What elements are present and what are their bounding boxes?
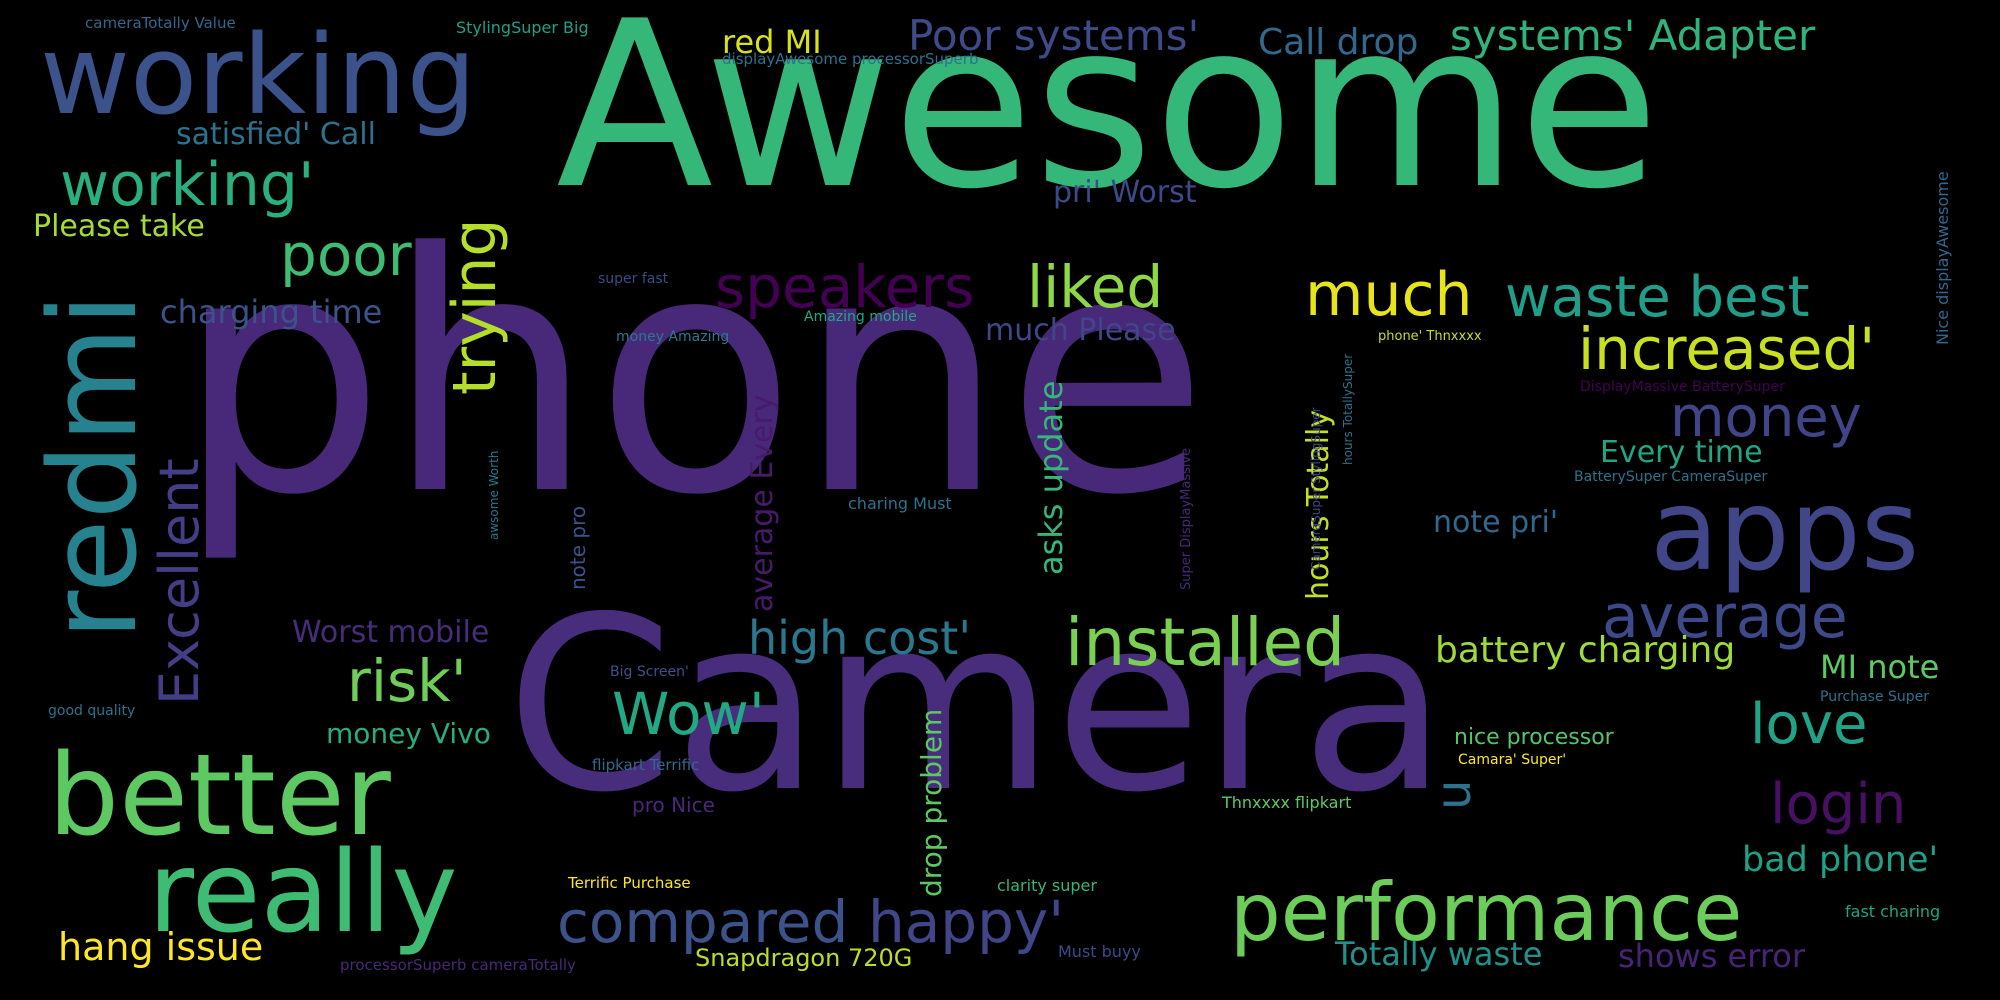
word-satisfied-call: satisfied' Call [176,117,376,152]
word-working: working [40,11,477,139]
word-hang-issue: hang issue [58,925,264,969]
word-processorsuperb-cameratotally: processorSuperb cameraTotally [340,956,576,974]
word-stylingsuper-big: StylingSuper Big [456,18,589,37]
word-camera: Camera [506,565,1448,845]
word-charing-must: charing Must [848,494,952,513]
word-cameratotally-value: cameraTotally Value [85,14,236,32]
word-purchase-super: Purchase Super [1820,689,1930,705]
word-money-vivo: money Vivo [326,717,491,750]
word-flipkart-terrific: flipkart Terrific [592,756,700,774]
word-note-pro: note pro [566,505,590,590]
word-excellent: Excellent [148,458,211,705]
word-clarity-super: clarity super [997,876,1097,895]
word-thnxxxx-flipkart: Thnxxxx flipkart [1222,793,1352,812]
word-happy: happy' [868,888,1065,956]
word-battery-charging: battery charging [1435,630,1736,671]
word-poor: poor [280,221,412,289]
word-hours-totallysuper: hours TotallySuper [1341,353,1355,465]
word-charging-time: charging time [160,293,383,331]
word-much: much [1305,260,1473,330]
word-login: login [1770,772,1907,837]
word-compared: compared [557,888,849,956]
word-call-drop: Call drop [1258,22,1419,63]
word-terrific-purchase: Terrific Purchase [568,874,691,892]
word-amazing-mobile: Amazing mobile [804,309,917,325]
word-poor-systems: Poor systems' [908,11,1200,60]
word-risk: risk' [347,647,467,715]
word-money: money [1670,385,1862,450]
word-bad-phone: bad phone' [1742,840,1939,880]
word-speakers: speakers [715,253,975,321]
word-mi-note: MI note [1820,648,1940,686]
word-average-every: average Every [745,394,780,612]
word-increased: increased' [1578,315,1876,383]
word-really: really [148,828,458,958]
word-snapdragon-720g: Snapdragon 720G [695,944,913,972]
word-working-2: working' [60,150,315,220]
word-redmi: redmi [25,293,164,640]
word-fast-charing: fast charing [1845,902,1941,921]
word-apps: apps [1650,466,1920,596]
word-liked: liked [1027,253,1164,321]
word-installed: installed [1065,604,1346,681]
word-displayawesome-processorsuperb: displayAwesome processorSuperb [722,50,979,68]
word-u: u [1426,779,1482,810]
word-big-screen: Big Screen' [610,664,689,680]
word-phone: phone [176,183,1209,567]
word-pri-worst: pri' Worst [1053,175,1197,210]
word-trying: trying [440,218,510,395]
word-asks-update: asks update [1032,380,1070,575]
word-shows-error: shows error [1618,937,1806,975]
word-money-amazing: money Amazing [616,329,730,345]
word-good-quality: good quality [48,703,136,719]
word-super-fast: super fast [598,271,669,287]
word-drop-problem: drop problem [915,708,948,897]
word-high-cost: high cost' [748,611,971,665]
word-wow: Wow' [612,680,765,748]
word-pro-nice: pro Nice [632,793,715,817]
word-super-displaymassive: Super DisplayMassive [1179,447,1194,590]
word-nice-displayawesome: Nice displayAwesome [1933,171,1952,345]
word-nice-processor: nice processor [1454,725,1614,750]
word-please-take: Please take [33,209,205,244]
word-love: love [1750,692,1868,757]
word-must-buyy: Must buyy [1058,942,1141,961]
word-systems-adapter: systems' Adapter [1450,11,1816,60]
word-camara-super: Camara' Super' [1458,752,1567,768]
word-worst-mobile: Worst mobile [292,615,490,650]
word-displaymassive-batterysuper: DisplayMassive BatterySuper [1580,379,1785,395]
word-batterysuper-camerasuper: BatterySuper CameraSuper [1574,469,1768,485]
word-performance: performance [1230,866,1743,959]
word-camerasuper-stylingsuper: CameraSuper StylingSuper [1309,407,1323,570]
word-totally-waste: Totally waste [1335,935,1543,973]
word-average: average [1602,582,1848,652]
word-awsome-worth: awsome Worth [487,450,501,540]
word-better: better [48,731,391,861]
word-every-time: Every time [1600,435,1763,470]
word-much-please: much Please [985,313,1176,348]
word-awesome: Awesome [556,0,1660,240]
word-red-mi: red MI [722,23,822,61]
word-phone-thnxxxx: phone' Thnxxxx [1378,329,1482,344]
word-note-pri: note pri' [1433,505,1559,540]
word-waste-best: waste best [1505,265,1810,330]
